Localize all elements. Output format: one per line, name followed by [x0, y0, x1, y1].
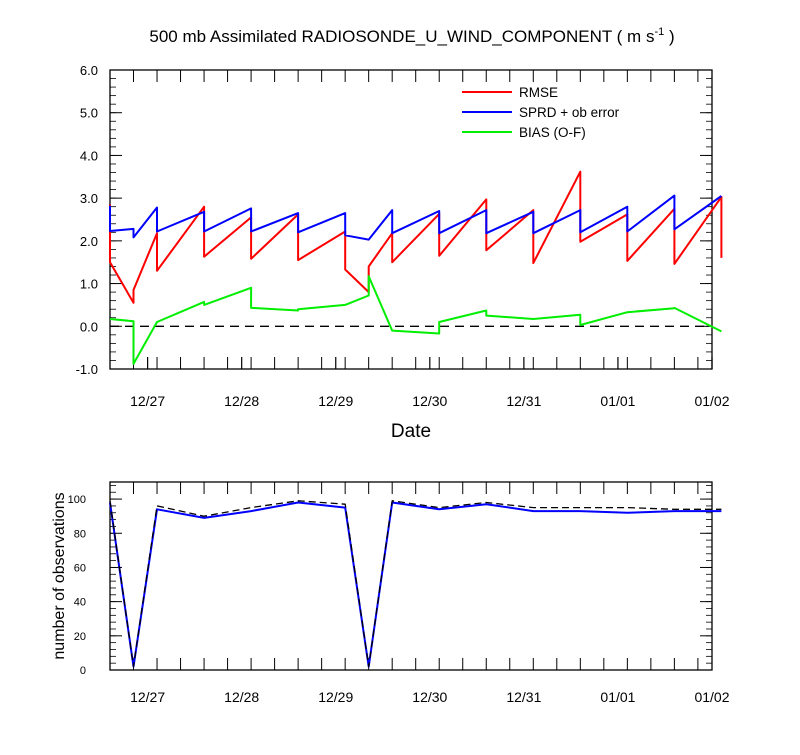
top-y-tick-label: -1.0	[76, 362, 98, 377]
bottom-x-tick-label: 12/27	[130, 689, 165, 705]
top-chart-title: 500 mb Assimilated RADIOSONDE_U_WIND_COM…	[149, 26, 674, 46]
bottom-x-tick-label: 12/29	[318, 689, 353, 705]
bottom-plot-frame	[109, 481, 713, 671]
top-y-tick-label: 4.0	[80, 148, 98, 163]
top-y-tick-label: 3.0	[80, 191, 98, 206]
top-x-tick-labels: 12/27 12/28 12/29 12/30 12/31 01/01 01/02	[130, 393, 730, 409]
top-tick-marks	[109, 69, 713, 370]
bottom-x-tick-label: 01/01	[600, 689, 635, 705]
bottom-x-tick-label: 12/28	[224, 689, 259, 705]
legend-label: RMSE	[519, 85, 558, 100]
top-x-tick-label: 01/01	[600, 393, 635, 409]
top-y-tick-label: 1.0	[80, 277, 98, 292]
series-line-observations-used	[109, 501, 722, 668]
bottom-y-tick-label: 60	[74, 562, 86, 574]
bottom-series-group	[109, 500, 722, 668]
top-x-tick-label: 01/02	[694, 393, 729, 409]
bottom-x-tick-label: 01/02	[694, 689, 729, 705]
top-x-tick-label: 12/29	[318, 393, 353, 409]
bottom-y-tick-label: 20	[74, 631, 86, 643]
bottom-x-tick-label: 12/31	[506, 689, 541, 705]
bottom-tick-marks	[109, 482, 712, 671]
bottom-y-tick-label: 80	[74, 528, 86, 540]
legend: RMSE SPRD + ob error BIAS (O-F)	[462, 85, 620, 140]
bottom-y-tick-label: 0	[80, 665, 86, 677]
bottom-y-tick-label: 100	[68, 494, 86, 506]
series-line-sprd-ob-error	[109, 194, 722, 241]
bottom-y-tick-labels: 0 20 40 60 80 100	[68, 494, 86, 677]
top-y-tick-label: 2.0	[80, 234, 98, 249]
top-plot-frame	[109, 69, 713, 370]
bottom-y-axis-label: number of observations	[51, 492, 68, 659]
top-y-tick-label: 6.0	[80, 63, 98, 78]
bottom-x-tick-label: 12/30	[412, 689, 447, 705]
top-x-tick-label: 12/27	[130, 393, 165, 409]
top-x-axis-label: Date	[391, 421, 431, 442]
top-x-tick-label: 12/30	[412, 393, 447, 409]
top-y-tick-label: 5.0	[80, 106, 98, 121]
legend-label: BIAS (O-F)	[519, 125, 586, 140]
series-line-bias-o-f	[109, 275, 722, 365]
bottom-x-tick-labels: 12/27 12/28 12/29 12/30 12/31 01/01 01/02	[130, 689, 730, 705]
series-line-observations-total	[109, 500, 722, 668]
top-y-tick-labels: -1.0 0.0 1.0 2.0 3.0 4.0 5.0 6.0	[76, 63, 98, 377]
legend-label: SPRD + ob error	[519, 105, 620, 120]
top-x-tick-label: 12/31	[506, 393, 541, 409]
top-series-group	[109, 170, 723, 365]
series-line-rmse	[109, 170, 723, 304]
top-y-tick-label: 0.0	[80, 319, 98, 334]
bottom-y-tick-label: 40	[74, 597, 86, 609]
top-x-tick-label: 12/28	[224, 393, 259, 409]
